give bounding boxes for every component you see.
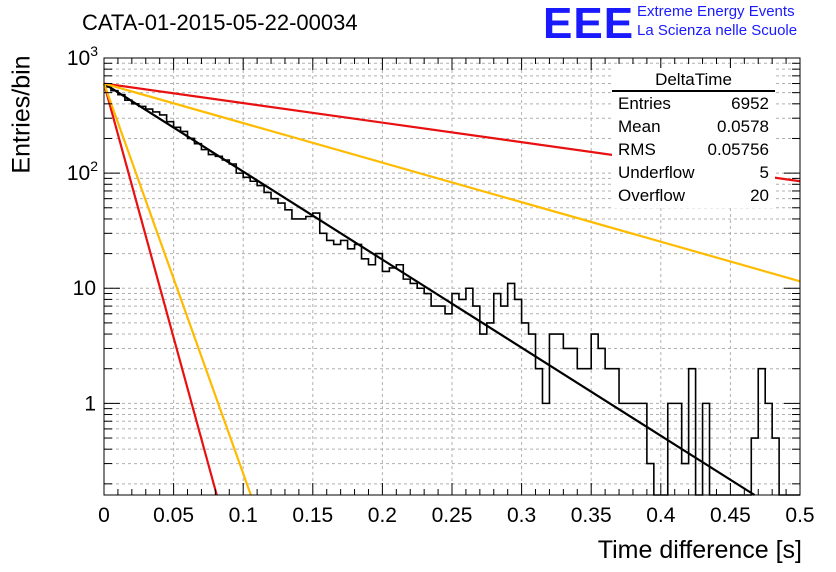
x-tick-label: 0.45	[710, 504, 751, 527]
fit-lines	[102, 82, 801, 496]
fit-line	[102, 83, 218, 496]
x-tick-label: 0.25	[432, 504, 473, 527]
stats-label: Mean	[618, 117, 661, 136]
stats-value: 0.05756	[707, 140, 769, 159]
stats-value: 5	[759, 163, 769, 182]
stats-row-mean: Mean 0.0578	[612, 115, 775, 138]
x-tick-label: 0.35	[571, 504, 612, 527]
x-tick-label: 0.3	[507, 504, 536, 527]
x-tick-label: 0.1	[229, 504, 258, 527]
stats-title: DeltaTime	[612, 70, 775, 92]
tick-labels: 0 0.05 0.1 0.15 0.2 0.25 0.3 0.35 0.4 0.45 0.5 1 10 1…	[67, 43, 815, 527]
x-tick-label: 0.05	[153, 504, 194, 527]
y-tick-label: 1	[84, 392, 96, 415]
stats-row-rms: RMS 0.05756	[612, 138, 775, 161]
fit-line	[103, 82, 756, 496]
y-tick-label: 102	[67, 158, 98, 185]
stats-row-entries: Entries 6952	[612, 92, 775, 115]
axis-ticks	[103, 57, 801, 495]
chart-title: CATA-01-2015-05-22-00034	[82, 10, 358, 35]
stats-label: Underflow	[618, 163, 695, 182]
stats-value: 6952	[731, 94, 769, 113]
logo-subtitle-line1: Extreme Energy Events	[637, 3, 795, 20]
stats-label: RMS	[618, 140, 656, 159]
stats-row-underflow: Underflow 5	[612, 161, 775, 184]
stats-label: Entries	[618, 94, 671, 113]
x-tick-label: 0.5	[785, 504, 814, 527]
stats-box: DeltaTime Entries 6952 Mean 0.0578 RMS 0…	[612, 68, 775, 208]
y-tick-label: 10	[73, 277, 96, 300]
x-tick-label: 0.2	[368, 504, 397, 527]
x-axis-label: Time difference [s]	[597, 536, 802, 564]
fit-line	[102, 83, 252, 496]
y-tick-label: 103	[67, 43, 98, 70]
y-axis-label: Entries/bin	[7, 55, 36, 174]
fit-line	[103, 82, 801, 283]
x-tick-label: 0	[98, 504, 110, 527]
stats-label: Overflow	[618, 186, 686, 205]
grid-lines	[103, 57, 801, 495]
stats-value: 0.0578	[717, 117, 769, 136]
stats-row-overflow: Overflow 20	[612, 184, 775, 207]
eee-logo: EEE	[543, 0, 635, 48]
x-tick-label: 0.15	[292, 504, 333, 527]
x-tick-label: 0.4	[646, 504, 676, 527]
logo-subtitle-line2: La Scienza nelle Scuole	[637, 22, 798, 39]
stats-value: 20	[750, 186, 769, 205]
